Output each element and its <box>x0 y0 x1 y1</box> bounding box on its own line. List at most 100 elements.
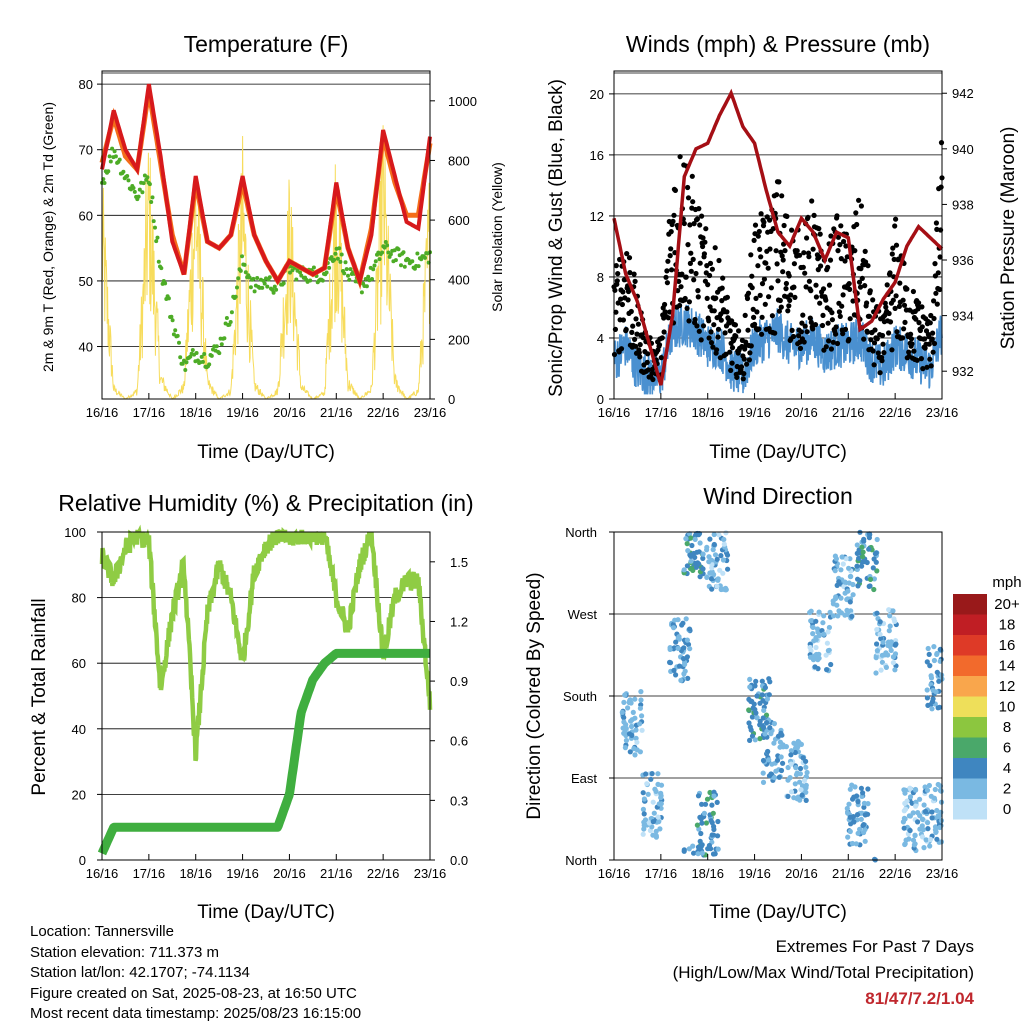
wind-gust-point <box>805 214 811 220</box>
wind-gust-point <box>886 330 892 336</box>
wind-gust-point <box>733 333 739 339</box>
wind-direction-point <box>724 552 731 558</box>
wind-gust-point <box>662 309 669 315</box>
wind-direction-point <box>925 702 931 709</box>
wind-direction-point <box>785 793 791 800</box>
wind-gust-point <box>685 195 692 201</box>
wind-direction-point <box>748 727 754 733</box>
wind-direction-point <box>651 810 657 816</box>
precip-ytick-label: 1.2 <box>450 614 468 629</box>
wind-direction-point <box>850 581 856 588</box>
wind-gust-point <box>780 257 786 263</box>
pressure-ytick-label: 940 <box>952 142 974 157</box>
wind-gust-point <box>786 273 792 279</box>
wind-direction-point <box>714 556 720 562</box>
wind-gust-point <box>774 261 780 267</box>
dewpoint-point <box>396 247 401 252</box>
solar-ytick-label: 600 <box>448 213 470 228</box>
wind-direction-point <box>828 661 834 668</box>
wind-gust-point <box>871 362 877 368</box>
wind-direction-point <box>915 819 921 825</box>
wind-gust-point <box>837 242 843 248</box>
wind-gust-point <box>791 261 798 267</box>
wind-direction-point <box>711 571 717 578</box>
wind-direction-point <box>926 651 932 658</box>
wind-gust-point <box>918 356 925 362</box>
wind-direction-point <box>768 731 774 737</box>
wind-direction-point <box>673 672 679 678</box>
wind-gust-point <box>753 295 759 301</box>
wind-gust-point <box>868 337 874 343</box>
wind-direction-point <box>683 536 689 542</box>
wind-gust-point <box>711 322 717 328</box>
dewpoint-point <box>217 351 222 356</box>
wind-gust-point <box>862 248 868 254</box>
wind-direction-point <box>925 826 931 832</box>
dewpoint-point <box>364 284 369 289</box>
wind-direction-point <box>788 761 794 767</box>
wind-gust-point <box>644 359 650 365</box>
wind-direction-point <box>855 799 861 805</box>
wind-gust-point <box>892 223 898 229</box>
dewpoint-point <box>233 294 238 299</box>
wind-gust-point <box>896 303 903 309</box>
wind-gust-point <box>686 299 693 305</box>
dewpoint-point <box>339 252 344 257</box>
pressure-ytick-label: 936 <box>952 253 974 268</box>
humidity-xlabel: Time (Day/UTC) <box>197 902 335 923</box>
wind-gust-point <box>786 303 792 309</box>
wind-direction-point <box>710 810 716 816</box>
wind-direction-point <box>673 639 679 645</box>
wind-direction-point <box>927 663 933 669</box>
dewpoint-point <box>183 368 188 372</box>
dewpoint-point <box>170 318 175 323</box>
wind-direction-point <box>799 792 805 798</box>
wind-gust-point <box>637 354 643 360</box>
wind-gust-point <box>904 286 910 292</box>
wind-direction-point <box>630 709 636 716</box>
wind-direction-point <box>788 789 795 795</box>
dewpoint-point <box>155 235 160 240</box>
wind-gust-point <box>794 248 800 254</box>
wind-gust-point <box>659 335 665 341</box>
wind-gust-point <box>756 326 762 332</box>
wind-direction-point <box>685 548 691 554</box>
solar-ytick-label: 800 <box>448 153 470 168</box>
pressure-ytick-label: 942 <box>952 86 974 101</box>
wind-gust-point <box>892 305 898 311</box>
dewpoint-point <box>156 259 161 264</box>
wind-direction-point <box>860 554 866 560</box>
wind-direction-point <box>641 796 648 802</box>
wind-direction-point <box>621 715 627 721</box>
wind-direction-point <box>855 830 861 836</box>
wind-direction-point <box>746 720 752 726</box>
wind-gust-point <box>765 265 771 271</box>
wind-gust-point <box>738 364 745 370</box>
winds-xtick-label: 19/16 <box>738 405 771 420</box>
wind-gust-point <box>788 292 794 298</box>
wind-gust-point <box>861 336 867 342</box>
wind-direction-point <box>912 832 918 839</box>
wind-gust-point <box>779 193 785 199</box>
wind-direction-point <box>637 749 644 755</box>
legend-label: 8 <box>1003 719 1011 736</box>
wind-direction-point <box>934 836 940 842</box>
dewpoint-point <box>272 284 277 289</box>
wind-gust-point <box>679 271 685 277</box>
dewpoint-point <box>175 333 180 338</box>
speed-legend: mph 20+ 18 16 14 12 10 8 6 4 2 0 <box>953 574 1022 820</box>
dewpoint-point <box>147 182 152 187</box>
dewpoint-point <box>347 277 352 282</box>
wind-gust-point <box>759 281 766 287</box>
wind-gust-point <box>751 314 757 320</box>
wind-direction-point <box>766 676 772 682</box>
wind-gust-point <box>839 303 845 309</box>
wind-direction-point <box>809 618 815 624</box>
wind-direction-xtick-label: 17/16 <box>645 866 678 881</box>
wind-gust-point <box>847 316 853 322</box>
wind-direction-xlabel: Time (Day/UTC) <box>709 902 847 923</box>
wind-direction-point <box>681 567 687 573</box>
dewpoint-point <box>380 250 385 255</box>
wind-direction-panel: Wind Direction NorthEastSouthWestNorth16… <box>524 483 1022 923</box>
wind-direction-point <box>906 813 913 819</box>
